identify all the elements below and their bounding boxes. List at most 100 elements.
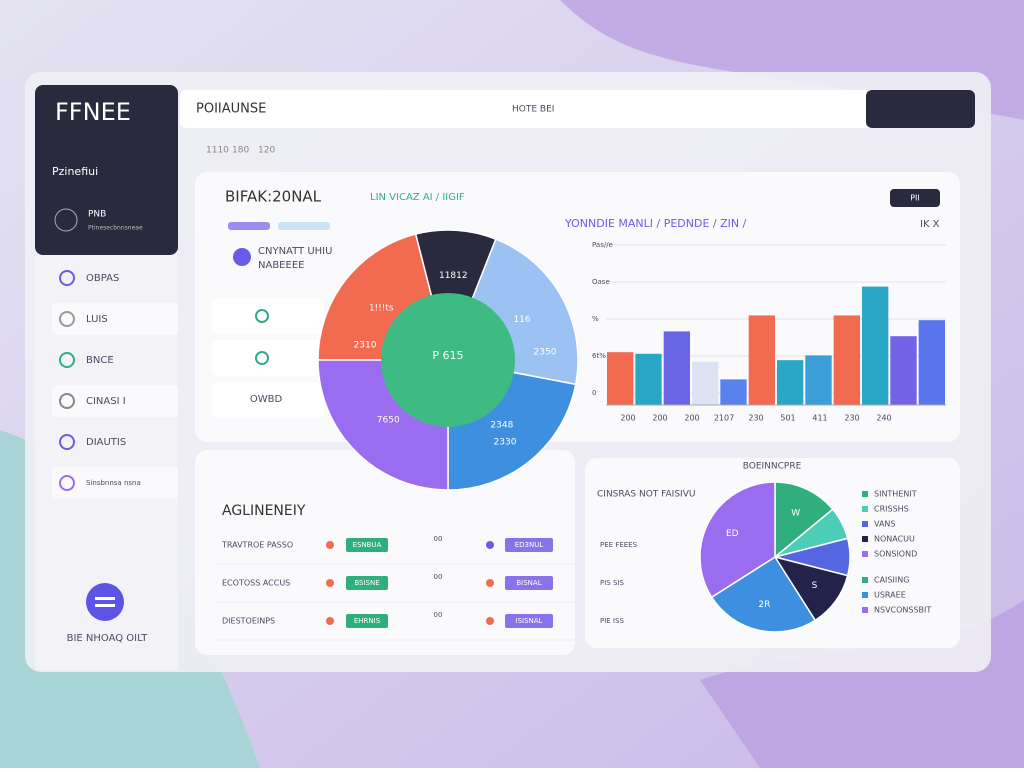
legend-label: SONSIOND bbox=[874, 550, 917, 559]
legend-label: CRISSHS bbox=[874, 505, 909, 514]
bar bbox=[833, 315, 860, 405]
sidebar-footer: BIE NHOAQ OILT bbox=[67, 633, 149, 644]
pill-text: EHRNIS bbox=[354, 617, 381, 625]
cell: PEE FEEES bbox=[600, 541, 638, 549]
donut-legend-sub: NABEEEE bbox=[258, 260, 304, 271]
x-label: 200 bbox=[620, 414, 635, 423]
table-title: AGLINENEIY bbox=[222, 503, 306, 519]
list-item[interactable] bbox=[212, 382, 324, 418]
legend-label: SINTHENIT bbox=[874, 490, 917, 499]
bar bbox=[663, 331, 690, 405]
legend-swatch bbox=[862, 536, 868, 542]
cell: 00 bbox=[434, 611, 443, 619]
x-label: 230 bbox=[844, 414, 859, 423]
nav-label: LUIS bbox=[86, 314, 108, 325]
bar bbox=[692, 361, 719, 405]
dot bbox=[486, 617, 494, 625]
header-dark[interactable] bbox=[866, 90, 975, 128]
x-label: 240 bbox=[876, 414, 891, 423]
nav-item[interactable] bbox=[52, 385, 178, 417]
y-label: Oase bbox=[592, 278, 610, 286]
cell: 00 bbox=[434, 573, 443, 581]
legend-swatch bbox=[862, 592, 868, 598]
cell: TRAVTROE PASSO bbox=[221, 541, 293, 550]
donut-title: BIFAK:20NAL bbox=[225, 188, 322, 206]
user-name: PNB bbox=[88, 210, 106, 220]
donut-legend-title: CNYNATT UHIU bbox=[258, 246, 332, 257]
tag bbox=[278, 222, 330, 230]
cell: DIESTOEINPS bbox=[222, 617, 275, 626]
x-label: 200 bbox=[652, 414, 667, 423]
legend-label: VANS bbox=[874, 520, 896, 529]
legend-label: NSVCONSSBIT bbox=[874, 606, 931, 615]
segment-label: 1!!!ts bbox=[369, 304, 394, 314]
pill bbox=[505, 538, 553, 552]
nav: OBPAS LUIS BNCE CINASI I DIAUTIS Sinsbnnsa ns… bbox=[52, 270, 178, 499]
legend-swatch bbox=[862, 521, 868, 527]
bar bbox=[777, 360, 804, 405]
nav-label: CINASI I bbox=[86, 396, 126, 407]
bar bbox=[720, 379, 747, 405]
pill bbox=[505, 614, 553, 628]
list-icon bbox=[255, 351, 269, 365]
donut-annotation: 2310 bbox=[354, 341, 377, 351]
legend-icon bbox=[233, 248, 251, 266]
nav-icon bbox=[59, 270, 75, 286]
segment-label: 2R bbox=[758, 600, 770, 610]
segment-label: 11812 bbox=[439, 271, 468, 281]
bar-corner: IK X bbox=[920, 219, 940, 230]
x-label: 501 bbox=[780, 414, 795, 423]
tag bbox=[228, 222, 270, 230]
footer-icon[interactable] bbox=[86, 583, 124, 621]
table: TRAVTROE PASSO ESNBUA 00 ED3NUL PEE FEEES ECO… bbox=[215, 535, 638, 641]
legend-swatch bbox=[862, 506, 868, 512]
nav-icon bbox=[59, 475, 75, 491]
button[interactable] bbox=[890, 189, 940, 207]
legend-label: USRAEE bbox=[874, 591, 906, 600]
segment-label: S bbox=[812, 581, 818, 591]
y-label: Pas//e bbox=[592, 241, 613, 249]
bar-chart: Pas//e Oase% 6t% 0 200 200 200 2107 230 501 411 230… bbox=[592, 241, 946, 423]
header-title: POIIAUNSE bbox=[196, 102, 266, 117]
bar bbox=[890, 336, 917, 405]
nav-icon bbox=[59, 393, 75, 409]
bar bbox=[748, 315, 775, 405]
bar bbox=[607, 352, 634, 405]
pill bbox=[346, 576, 388, 590]
legend-swatch bbox=[862, 491, 868, 497]
cell: PIS SIS bbox=[600, 579, 624, 587]
nav-icon bbox=[59, 434, 75, 450]
crumb: 180 bbox=[232, 146, 249, 156]
user-detail: Ptinesecbnnsneae bbox=[88, 225, 143, 232]
logo: FFNEE bbox=[55, 98, 131, 126]
table-panel bbox=[195, 450, 575, 655]
donut-subtitle: LIN VICAZ AI / IIGIF bbox=[370, 192, 465, 203]
segment-label: W bbox=[791, 508, 800, 518]
pie-title: BOEINNCPRE bbox=[743, 462, 802, 472]
bar bbox=[635, 353, 662, 405]
segment-label: 7650 bbox=[377, 415, 400, 425]
legend-swatch bbox=[862, 607, 868, 613]
segment-label: 2348 bbox=[490, 421, 513, 431]
bar bbox=[918, 320, 945, 405]
pill-text: ISISNAL bbox=[516, 617, 543, 625]
bar bbox=[805, 355, 832, 405]
cell: 00 bbox=[434, 535, 443, 543]
nav-item[interactable] bbox=[52, 303, 178, 335]
dot bbox=[486, 541, 494, 549]
donut-annotation: 2330 bbox=[494, 438, 517, 448]
pie-side-label: CINSRAS NOT FAISIVU bbox=[597, 490, 695, 500]
header-center: HOTE BEI bbox=[512, 105, 554, 115]
pill-text: ESNBUA bbox=[353, 541, 382, 549]
nav-icon bbox=[59, 311, 75, 327]
donut-center-label: P 615 bbox=[432, 349, 463, 362]
crumb: 1110 bbox=[206, 146, 229, 156]
nav-item[interactable] bbox=[52, 467, 178, 499]
pie-legend: SINTHENIT CRISSHS VANS NONACUU SONSIOND CAISI… bbox=[862, 490, 931, 615]
avatar bbox=[54, 208, 78, 232]
legend-label: CAISIING bbox=[874, 576, 909, 585]
crumb: 120 bbox=[258, 146, 275, 156]
cell: PIE ISS bbox=[600, 617, 624, 625]
